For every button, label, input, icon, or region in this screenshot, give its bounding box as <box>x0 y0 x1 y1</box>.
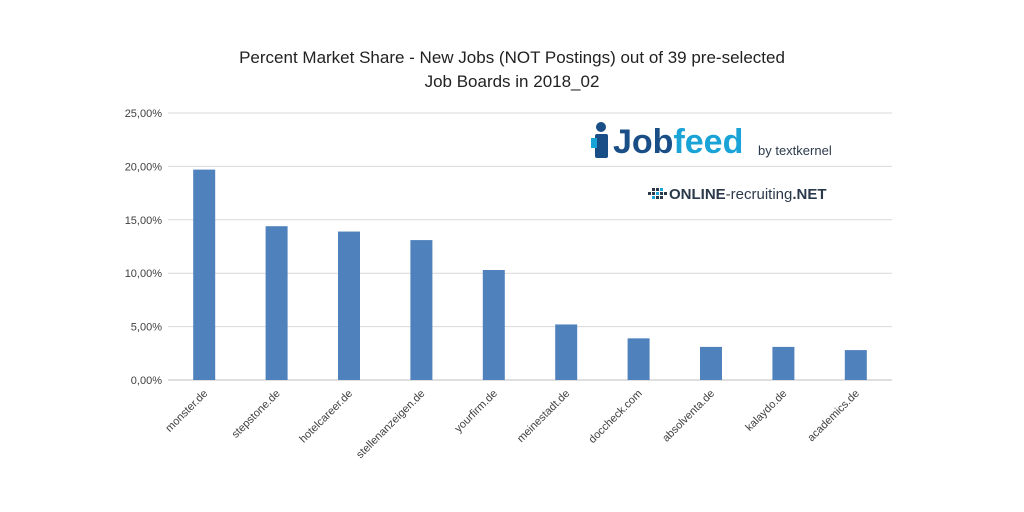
x-tick-label: hotelcareer.de <box>297 388 355 446</box>
bar-yourfirm-de <box>482 269 505 380</box>
x-tick-label: yourfirm.de <box>453 388 500 435</box>
bar-doccheck-com <box>627 338 650 380</box>
x-tick-label: academics.de <box>805 388 861 444</box>
online-recruiting-part1: ONLINE <box>669 186 726 203</box>
y-tick-label: 5,00% <box>131 322 162 334</box>
bar-hotelcareer-de <box>338 231 360 380</box>
svg-text:ONLINE-recruiting.NET: ONLINE-recruiting.NET <box>669 186 827 203</box>
x-tick-label: monster.de <box>163 388 210 435</box>
online-recruiting-logo: ONLINE-recruiting.NET <box>648 186 827 203</box>
bar-academics-de <box>844 350 867 380</box>
gridlines <box>168 112 892 381</box>
jobfeed-logo: Jobfeed by textkernel <box>591 122 832 161</box>
bar-stepstone-de <box>265 226 288 380</box>
x-tick-label: doccheck.com <box>587 388 645 446</box>
dot-grid-icon <box>648 188 667 199</box>
online-recruiting-part3: .NET <box>792 186 826 203</box>
chart-title-line-1: Percent Market Share - New Jobs (NOT Pos… <box>239 48 785 67</box>
bar-kalaydo-de <box>772 346 795 380</box>
jobfeed-logo-sub: by textkernel <box>758 143 832 158</box>
x-tick-label: stepstone.de <box>230 388 283 441</box>
y-tick-label: 0,00% <box>131 375 162 387</box>
y-tick-label: 20,00% <box>125 161 163 173</box>
y-axis-ticks: 0,00% 5,00% 10,00% 15,00% 20,00% 25,00% <box>125 108 163 387</box>
svg-text:Jobfeed: Jobfeed <box>613 123 743 161</box>
bar-absolventa-de <box>700 346 722 380</box>
x-tick-label: kalaydo.de <box>743 388 789 434</box>
bar-stellenanzeigen-de <box>410 240 433 380</box>
online-recruiting-part2: -recruiting <box>726 186 793 203</box>
jobfeed-person-icon <box>591 122 608 158</box>
bar-monster-de <box>193 169 216 380</box>
chart-title-line-2: Job Boards in 2018_02 <box>425 72 600 91</box>
x-tick-label: stellenanzeigen.de <box>354 388 427 461</box>
jobfeed-logo-part1: Job <box>613 123 673 161</box>
x-tick-label: meinestadt.de <box>515 388 572 445</box>
y-tick-label: 10,00% <box>125 268 163 280</box>
x-tick-label: absolventa.de <box>660 388 717 445</box>
bar-meinestadt-de <box>555 324 578 380</box>
y-tick-label: 25,00% <box>125 108 163 120</box>
bars <box>193 169 867 380</box>
jobfeed-logo-part2: feed <box>673 123 743 161</box>
y-tick-label: 15,00% <box>125 215 163 227</box>
x-axis-labels: monster.de stepstone.de hotelcareer.de stel… <box>163 388 862 461</box>
